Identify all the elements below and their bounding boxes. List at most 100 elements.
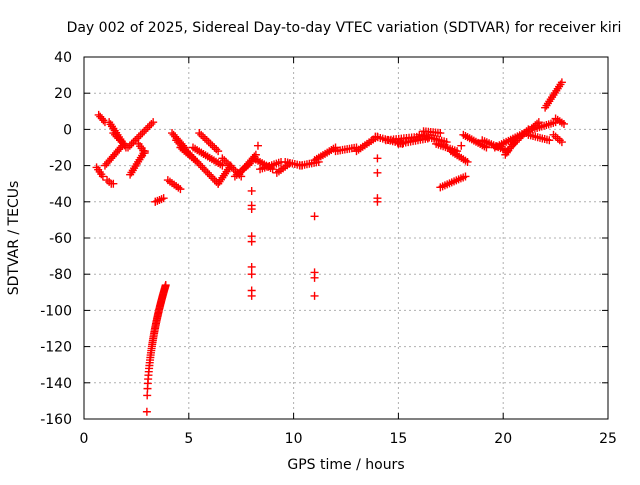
data-point <box>173 138 182 147</box>
data-point-isolated <box>247 270 256 279</box>
data-point <box>159 194 168 203</box>
data-point <box>132 134 141 143</box>
data-point <box>436 129 445 138</box>
data-point <box>223 159 232 168</box>
data-point-isolated <box>457 141 466 150</box>
data-point <box>201 167 210 176</box>
data-point <box>227 163 236 172</box>
data-point <box>145 121 154 130</box>
data-point <box>143 123 152 132</box>
data-point <box>461 172 470 181</box>
data-point <box>199 132 208 141</box>
data-point <box>229 165 238 174</box>
data-point-isolated <box>373 197 382 206</box>
data-point <box>194 159 203 168</box>
y-tick-label: 40 <box>54 50 72 66</box>
data-point <box>140 148 149 157</box>
data-point <box>197 130 206 139</box>
data-point <box>220 156 229 165</box>
data-point <box>515 134 524 143</box>
data-point <box>202 136 211 145</box>
data-point-isolated <box>247 237 256 246</box>
data-point <box>208 141 217 150</box>
x-axis-label: GPS time / hours <box>287 457 404 473</box>
data-point <box>195 129 204 138</box>
data-point <box>172 136 181 145</box>
data-point <box>218 154 227 163</box>
data-point <box>207 172 216 181</box>
data-point <box>99 116 108 125</box>
data-point <box>177 141 186 150</box>
y-tick-label: -160 <box>40 412 72 428</box>
data-point-isolated <box>247 186 256 195</box>
x-tick-label: 15 <box>389 431 407 447</box>
data-point <box>200 165 209 174</box>
data-point <box>212 145 221 154</box>
data-point <box>225 161 234 170</box>
data-point <box>141 125 150 134</box>
data-point <box>176 185 185 194</box>
data-point <box>125 141 134 150</box>
y-tick-label: -40 <box>49 195 72 211</box>
data-point <box>191 156 200 165</box>
data-point <box>142 407 151 416</box>
data-point <box>193 157 202 166</box>
data-point-isolated <box>373 154 382 163</box>
data-point <box>463 157 472 166</box>
data-point <box>136 130 145 139</box>
data-point <box>129 138 138 147</box>
data-point <box>161 281 170 290</box>
data-point-isolated <box>247 205 256 214</box>
data-point <box>196 161 205 170</box>
data-point <box>149 118 158 127</box>
data-point <box>134 132 143 141</box>
data-point <box>98 172 107 181</box>
data-points <box>92 78 568 416</box>
data-point <box>203 168 212 177</box>
x-tick-label: 0 <box>80 431 89 447</box>
data-point <box>557 138 566 147</box>
data-point-isolated <box>109 179 118 188</box>
data-point <box>200 134 209 143</box>
data-point <box>117 138 126 147</box>
y-tick-label: -80 <box>49 267 72 283</box>
data-point <box>559 119 568 128</box>
grid-layer <box>84 57 608 419</box>
y-tick-label: -20 <box>49 159 72 175</box>
data-point-isolated <box>310 273 319 282</box>
y-tick-label: -140 <box>40 376 72 392</box>
data-point <box>198 163 207 172</box>
data-point-isolated <box>310 291 319 300</box>
data-point <box>218 161 227 170</box>
data-point <box>511 138 520 147</box>
data-point <box>210 143 219 152</box>
data-point <box>206 139 215 148</box>
data-point-isolated <box>247 262 256 271</box>
y-tick-label: -120 <box>40 340 72 356</box>
data-point-isolated <box>310 212 319 221</box>
y-tick-label: 20 <box>54 86 72 102</box>
data-point <box>140 127 149 136</box>
data-point-isolated <box>151 197 160 206</box>
data-point <box>545 136 554 145</box>
y-tick-label: -60 <box>49 231 72 247</box>
data-point <box>222 157 231 166</box>
data-point <box>116 136 125 145</box>
data-point <box>442 138 451 147</box>
chart-title: Day 002 of 2025, Sidereal Day-to-day VTE… <box>67 20 622 36</box>
data-point <box>208 174 217 183</box>
y-tick-label: -100 <box>40 303 72 319</box>
x-tick-label: 5 <box>184 431 193 447</box>
x-tick-label: 20 <box>494 431 512 447</box>
data-point <box>127 139 136 148</box>
data-point <box>513 136 522 145</box>
x-tick-label: 10 <box>285 431 303 447</box>
data-point <box>517 132 526 141</box>
data-point <box>205 170 214 179</box>
data-point <box>143 391 152 400</box>
data-point-isolated <box>247 291 256 300</box>
x-tick-label: 25 <box>599 431 617 447</box>
data-point <box>138 129 147 138</box>
